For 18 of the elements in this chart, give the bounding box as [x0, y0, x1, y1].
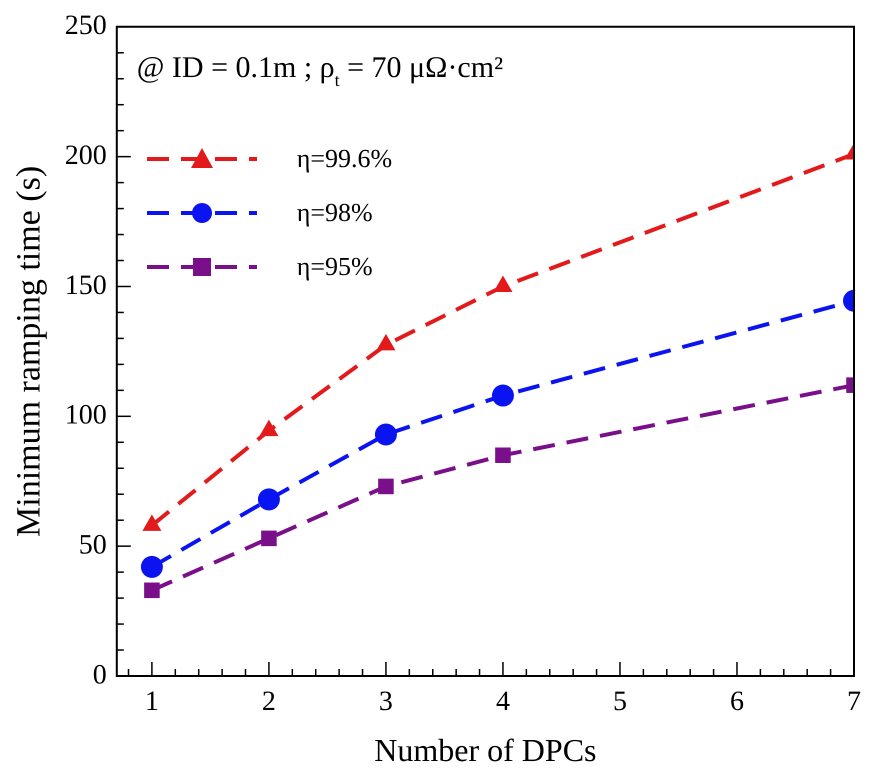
y-tick-label: 250	[64, 10, 107, 42]
x-tick-label: 5	[612, 686, 627, 718]
y-tick-label: 0	[92, 659, 107, 690]
legend-label: η=95%	[296, 252, 373, 282]
legend-label: η=98%	[296, 198, 373, 228]
x-tick-label: 4	[496, 686, 510, 718]
y-tick-label: 150	[64, 270, 107, 301]
legend-label: η=99.6%	[296, 144, 392, 174]
x-tick-label: 1	[144, 686, 159, 718]
x-tick-label: 3	[378, 686, 393, 718]
y-tick-label: 200	[64, 140, 107, 171]
x-tick-label: 6	[730, 686, 744, 718]
x-axis-title: Number of DPCs	[374, 732, 597, 768]
x-tick-label: 7	[847, 686, 861, 718]
y-axis-title: Minimum ramping time (s)	[10, 166, 48, 537]
y-tick-label: 100	[64, 400, 107, 431]
x-tick-label: 2	[262, 686, 276, 718]
y-tick-label: 50	[78, 530, 107, 561]
